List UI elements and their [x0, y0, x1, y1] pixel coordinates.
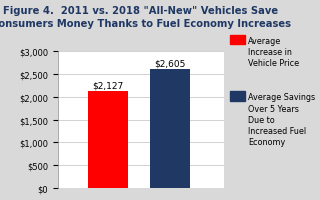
Text: $2,605: $2,605 [154, 59, 185, 68]
Text: Figure 4.  2011 vs. 2018 "All-New" Vehicles Save
Consumers Money Thanks to Fuel : Figure 4. 2011 vs. 2018 "All-New" Vehicl… [0, 6, 291, 29]
Text: Average
Increase in
Vehicle Price: Average Increase in Vehicle Price [248, 37, 299, 68]
Text: $2,127: $2,127 [92, 81, 124, 90]
Text: Average Savings
Over 5 Years
Due to
Increased Fuel
Economy: Average Savings Over 5 Years Due to Incr… [248, 93, 315, 146]
Bar [150, 70, 190, 188]
Bar [88, 92, 128, 188]
